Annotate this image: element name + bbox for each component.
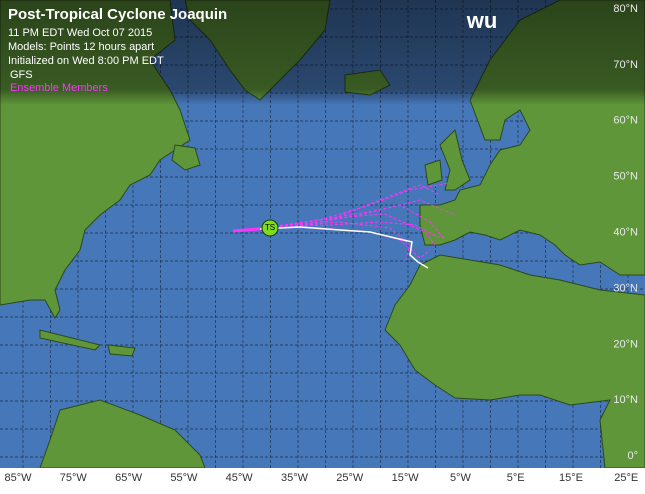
ensemble-tracks: [269, 182, 456, 263]
lat-label: 70°N: [613, 59, 638, 71]
header-line: 11 PM EDT Wed Oct 07 2015: [8, 27, 152, 39]
lon-label: 25°W: [336, 472, 364, 484]
lon-label: 15°W: [392, 472, 420, 484]
lon-label: 75°W: [60, 472, 88, 484]
header-line: Initialized on Wed 8:00 PM EDT: [8, 55, 164, 67]
lon-label: 5°E: [507, 472, 525, 484]
title: Post-Tropical Cyclone Joaquin: [8, 6, 227, 23]
lon-label: 15°E: [559, 472, 583, 484]
lon-label: 25°E: [614, 472, 638, 484]
lon-label: 65°W: [115, 472, 143, 484]
lon-label: 35°W: [281, 472, 309, 484]
header-line: Models: Points 12 hours apart: [8, 41, 154, 53]
lat-label: 80°N: [613, 3, 638, 15]
storm-icon: [261, 219, 279, 237]
lat-label: 10°N: [613, 394, 638, 406]
lon-label: 45°W: [226, 472, 254, 484]
lat-label: 30°N: [613, 282, 638, 294]
lat-label: 60°N: [613, 115, 638, 127]
night-shade: [0, 0, 645, 105]
lat-label: 40°N: [613, 227, 638, 239]
legend-ensemble: Ensemble Members: [10, 82, 108, 94]
lon-label: 85°W: [4, 472, 32, 484]
lon-label: 5°W: [450, 472, 472, 484]
lon-label: 55°W: [170, 472, 198, 484]
storm-marker: TS: [265, 223, 275, 232]
axis-labels: 85°W 75°W 65°W 55°W 45°W 35°W 25°W 15°W 5°W 5°E 15…: [4, 3, 638, 484]
lat-label: 50°N: [613, 171, 638, 183]
label-strip: [0, 468, 645, 489]
lat-label: 0°: [627, 450, 638, 462]
lat-label: 20°N: [613, 338, 638, 350]
gfs-track: [259, 226, 429, 269]
legend-gfs: GFS: [10, 69, 33, 81]
logo: wu: [466, 8, 498, 33]
